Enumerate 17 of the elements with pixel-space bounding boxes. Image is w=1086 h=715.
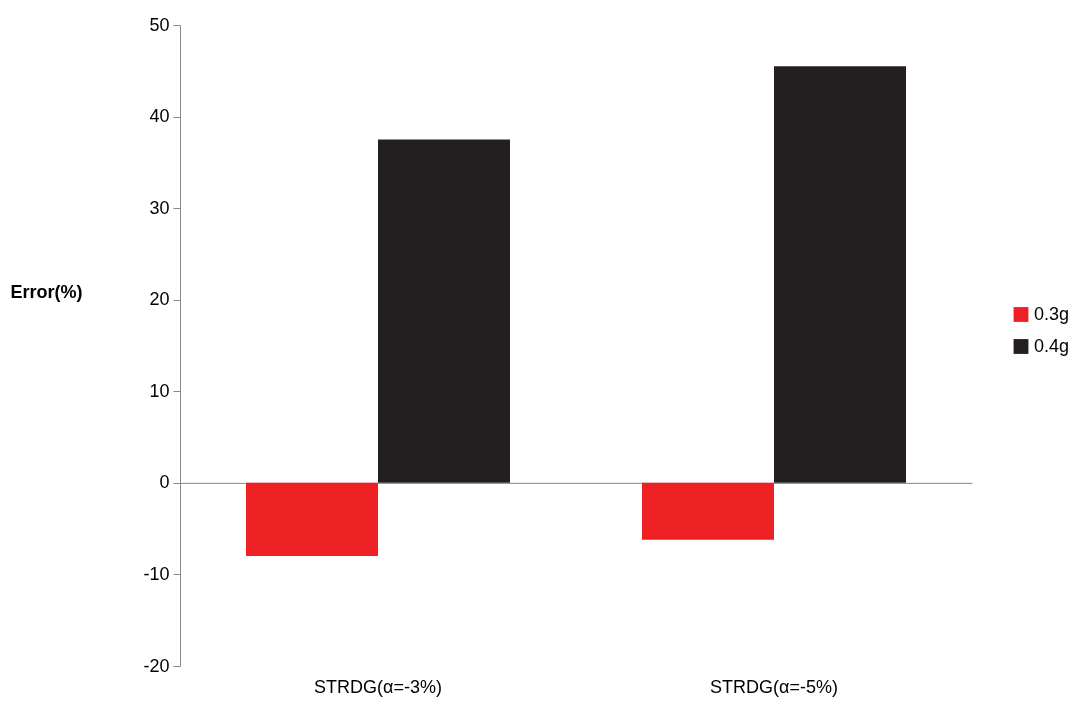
y-tick-label: 20 xyxy=(149,289,170,310)
y-tick-label: 30 xyxy=(149,197,170,218)
bar xyxy=(774,66,906,483)
y-tick-label: -20 xyxy=(143,655,170,676)
x-tick-label: STRDG(α=-3%) xyxy=(314,676,442,697)
bar xyxy=(378,139,510,483)
y-tick-label: -10 xyxy=(143,563,170,584)
y-tick-label: 10 xyxy=(149,380,170,401)
y-axis-title: Error(%) xyxy=(10,282,83,302)
legend-label: 0.3g xyxy=(1034,303,1070,324)
y-tick-label: 40 xyxy=(149,106,170,127)
y-tick-label: 50 xyxy=(149,14,170,35)
x-tick-label: STRDG(α=-5%) xyxy=(710,676,838,697)
bar xyxy=(642,482,774,540)
bar xyxy=(246,482,378,557)
legend-label: 0.4g xyxy=(1034,335,1070,356)
y-tick-label: 0 xyxy=(159,472,170,493)
